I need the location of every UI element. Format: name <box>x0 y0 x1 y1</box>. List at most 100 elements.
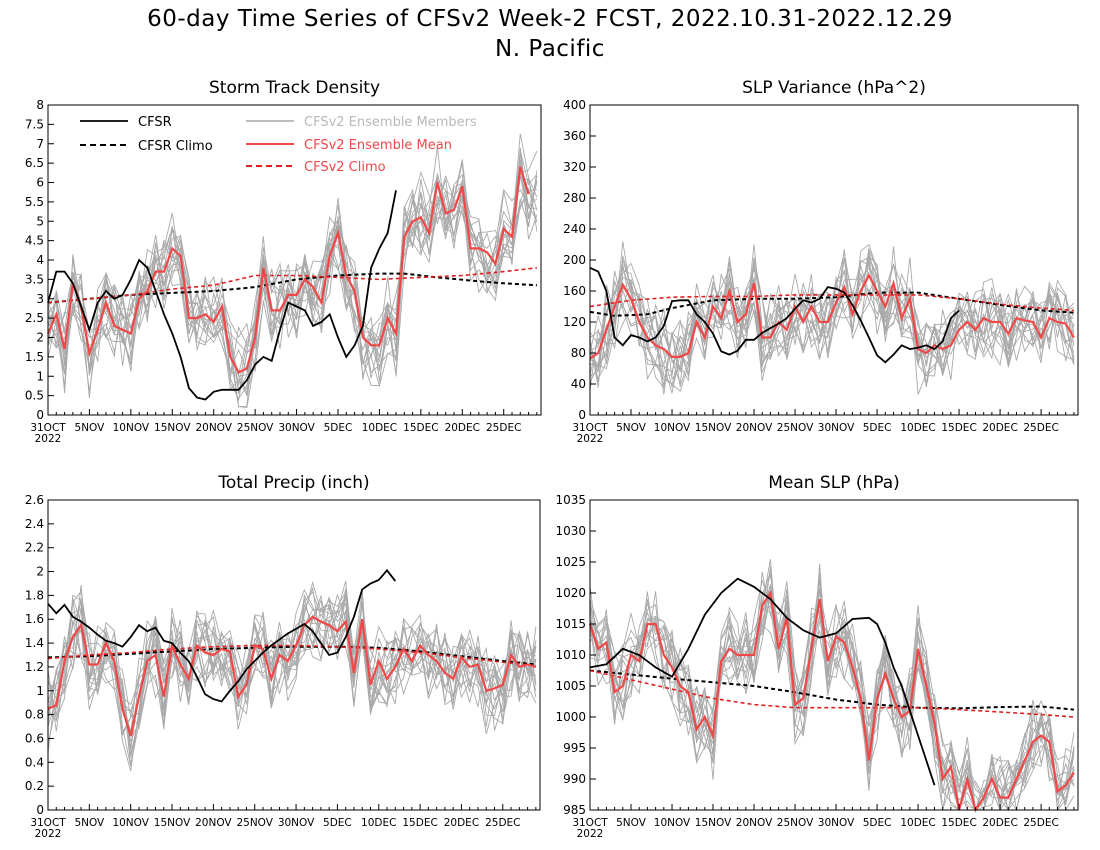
x-tick-label: 25NOV <box>237 422 274 434</box>
ensemble-member-line <box>589 581 1075 812</box>
x-year-label: 2022 <box>577 828 604 840</box>
x-tick-label: 20NOV <box>195 422 232 434</box>
x-tick-label: 15DEC <box>403 422 438 434</box>
x-tick-label: 5DEC <box>863 817 892 829</box>
panel-title: Mean SLP (hPa) <box>768 473 900 493</box>
y-tick-label: 2.2 <box>25 541 44 555</box>
cfsv2-climo-line <box>589 294 1074 312</box>
ensemble-member-line <box>47 153 538 391</box>
y-tick-label: 1 <box>36 369 44 383</box>
y-tick-label: 160 <box>563 284 586 298</box>
y-tick-label: 0.6 <box>25 731 44 745</box>
x-year-label: 2022 <box>35 433 62 445</box>
x-tick-label: 5NOV <box>616 422 647 434</box>
x-tick-label: 5DEC <box>863 422 892 434</box>
cfsr-line <box>47 568 397 703</box>
ensemble-member-line <box>47 590 537 765</box>
ensemble-member-line <box>47 595 537 732</box>
x-tick-label: 20DEC <box>982 817 1017 829</box>
y-tick-label: 3 <box>36 292 44 306</box>
panel-title: Total Precip (inch) <box>217 473 369 493</box>
y-tick-label: 2.4 <box>25 517 44 531</box>
x-tick-label: 31OCT <box>572 422 608 434</box>
y-tick-label: 3.5 <box>25 272 44 286</box>
x-tick-label: 15NOV <box>154 422 191 434</box>
chart-panel-3: Total Precip (inch) 0 0.2 0.4 0.6 0.8 1 1.2 1.4 1… <box>25 473 541 840</box>
y-tick-label: 2 <box>36 565 44 579</box>
y-tick-label: 4.5 <box>25 234 44 248</box>
ensemble-member-line <box>47 147 538 374</box>
x-tick-label: 25DEC <box>486 422 521 434</box>
x-tick-label: 10DEC <box>361 817 396 829</box>
ensemble-member-line <box>589 566 1075 812</box>
cfsv2-climo-line <box>47 267 537 304</box>
x-tick-label: 25NOV <box>236 817 273 829</box>
y-tick-label: 2.6 <box>25 493 44 507</box>
ensemble-members <box>589 559 1075 812</box>
figure-subtitle-region: N. Pacific <box>495 36 605 62</box>
x-tick-label: 20DEC <box>445 422 480 434</box>
legend-cfsr-climo-label: CFSR Climo <box>138 139 213 154</box>
y-tick-label: 1.2 <box>25 660 44 674</box>
y-tick-label: 1000 <box>555 710 586 724</box>
y-tick-label: 0.4 <box>25 755 44 769</box>
y-tick-label: 6 <box>36 176 44 190</box>
ensemble-member-line <box>589 255 1075 385</box>
y-tick-label: 1015 <box>555 617 586 631</box>
y-tick-label: 2.5 <box>25 311 44 325</box>
y-tick-label: 0.8 <box>25 708 44 722</box>
x-tick-label: 10NOV <box>654 817 691 829</box>
y-tick-label: 360 <box>563 129 586 143</box>
chart-panel-4: Mean SLP (hPa) 985 990 995 1000 1005 1010 1015 1… <box>555 473 1079 840</box>
legend-mean-label: CFSv2 Ensemble Mean <box>304 138 452 153</box>
ensemble-member-line <box>47 588 537 737</box>
y-tick-label: 990 <box>563 772 586 786</box>
y-tick-label: 400 <box>563 98 586 112</box>
y-tick-label: 5 <box>36 214 44 228</box>
x-tick-label: 20NOV <box>736 817 773 829</box>
x-tick-label: 15NOV <box>695 817 732 829</box>
y-tick-label: 0 <box>36 408 44 422</box>
y-tick-label: 280 <box>563 191 586 205</box>
x-tick-label: 31OCT <box>30 817 66 829</box>
y-tick-label: 1035 <box>555 493 586 507</box>
ensemble-members <box>47 580 537 772</box>
x-tick-label: 5NOV <box>74 817 105 829</box>
x-tick-label: 10NOV <box>112 817 149 829</box>
x-tick-label: 30NOV <box>818 817 855 829</box>
x-tick-label: 10NOV <box>654 422 691 434</box>
y-tick-label: 7.5 <box>25 117 44 131</box>
x-tick-label: 25DEC <box>485 817 520 829</box>
y-tick-label: 1005 <box>555 679 586 693</box>
y-tick-label: 40 <box>571 377 586 391</box>
y-tick-label: 2 <box>36 331 44 345</box>
y-tick-label: 5.5 <box>25 195 44 209</box>
ensemble-mean-line <box>46 166 530 374</box>
x-tick-label: 15DEC <box>941 817 976 829</box>
x-tick-label: 25NOV <box>777 422 814 434</box>
y-tick-label: 1030 <box>555 524 586 538</box>
x-tick-label: 30NOV <box>278 422 315 434</box>
y-tick-label: 4 <box>36 253 44 267</box>
x-tick-label: 15DEC <box>941 422 976 434</box>
legend-cfsv2-climo-label: CFSv2 Climo <box>304 160 386 175</box>
plot-frame <box>589 104 1079 416</box>
ensemble-members <box>47 133 538 408</box>
x-year-label: 2022 <box>577 433 604 445</box>
cfsr-line <box>47 190 397 401</box>
panel-title: SLP Variance (hPa^2) <box>742 78 926 98</box>
y-tick-label: 8 <box>36 98 44 112</box>
x-tick-label: 30NOV <box>278 817 315 829</box>
x-tick-label: 25DEC <box>1023 422 1058 434</box>
y-tick-label: 985 <box>563 803 586 817</box>
x-tick-label: 5NOV <box>616 817 647 829</box>
chart-panel-2: SLP Variance (hPa^2) 0 40 80 120 160 200 240 280… <box>563 78 1079 445</box>
y-tick-label: 240 <box>563 222 586 236</box>
legend-cfsr-label: CFSR <box>138 115 172 130</box>
ensemble-mean-line <box>588 589 1075 813</box>
y-tick-label: 0 <box>578 408 586 422</box>
x-tick-label: 20DEC <box>982 422 1017 434</box>
y-tick-label: 1025 <box>555 555 586 569</box>
ensemble-member-line <box>589 591 1075 811</box>
y-tick-label: 1 <box>36 684 44 698</box>
